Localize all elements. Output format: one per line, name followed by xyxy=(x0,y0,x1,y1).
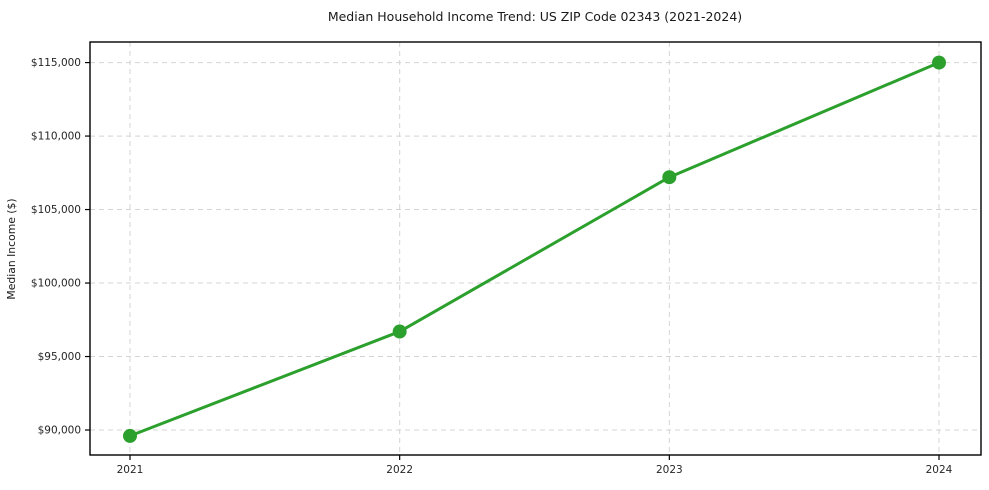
y-tick-label: $110,000 xyxy=(31,131,81,143)
data-series xyxy=(123,55,946,443)
plot-border xyxy=(89,41,982,456)
data-point xyxy=(392,324,407,339)
plot-border-rect xyxy=(89,41,982,456)
y-tick-label: $105,000 xyxy=(31,204,81,216)
y-tick-label: $90,000 xyxy=(38,425,81,437)
x-tick-label: 2021 xyxy=(117,464,144,476)
data-point xyxy=(662,170,677,185)
y-axis-label: Median Income ($) xyxy=(5,198,18,299)
data-point xyxy=(932,55,946,70)
x-tick-label: 2023 xyxy=(656,464,683,476)
gridlines xyxy=(90,42,981,455)
axis-tick-labels: $90,000 $95,000 $100,000 $105,000 $110,000 $1… xyxy=(31,57,953,476)
y-tick-label: $95,000 xyxy=(38,351,81,363)
y-tick-label: $115,000 xyxy=(31,57,81,69)
chart-title: Median Household Income Trend: US ZIP Co… xyxy=(328,9,742,24)
axis-ticks xyxy=(85,61,940,460)
x-tick-label: 2024 xyxy=(926,464,953,476)
x-tick-label: 2022 xyxy=(386,464,413,476)
data-point xyxy=(123,428,137,443)
trend-line xyxy=(128,61,941,438)
y-tick-label: $100,000 xyxy=(31,278,81,290)
